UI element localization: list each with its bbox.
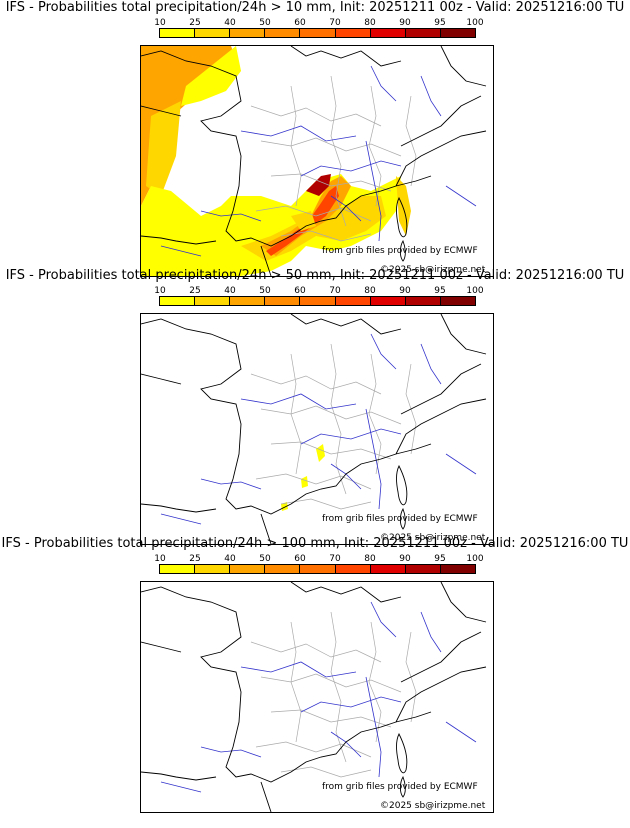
- legend-color-swatch: [265, 565, 301, 573]
- probability-map: [140, 313, 494, 545]
- precip-probability-area: [181, 46, 241, 106]
- map-svg: [141, 582, 487, 812]
- rivers: [160, 601, 477, 793]
- legend-tick-label: 50: [259, 286, 271, 296]
- precip-probability-area: [316, 444, 325, 462]
- panel-title: IFS - Probabilities total precipitation/…: [5, 0, 625, 15]
- legend-color-swatch: [230, 29, 266, 37]
- legend-tick-label: 25: [189, 554, 201, 564]
- map-svg: [141, 46, 487, 276]
- legend-color-swatch: [300, 297, 336, 305]
- legend-color-swatch: [230, 565, 266, 573]
- map-svg: [141, 314, 487, 544]
- precip-probability-area: [266, 186, 339, 256]
- source-credit: from grib files provided by ECMWF: [322, 246, 478, 256]
- coastlines-borders: [141, 314, 487, 544]
- rivers: [160, 333, 477, 525]
- legend-tick-label: 50: [259, 554, 271, 564]
- legend-tick-label: 10: [154, 18, 166, 28]
- legend-color-swatch: [370, 297, 406, 305]
- legend-ticks: 10 25 40 50 60 70 80 90 95 100: [154, 286, 483, 296]
- legend-color-swatch: [370, 565, 406, 573]
- legend-colorbar: [159, 28, 476, 38]
- legend-color-swatch: [195, 565, 231, 573]
- legend-color-swatch: [300, 565, 336, 573]
- legend-color-swatch: [335, 297, 371, 305]
- legend-tick-label: 90: [399, 286, 411, 296]
- legend-tick-label: 60: [294, 554, 306, 564]
- legend-tick-label: 80: [364, 18, 376, 28]
- legend-tick-label: 100: [466, 554, 484, 564]
- legend-color-swatch: [440, 29, 475, 37]
- legend-color-swatch: [230, 297, 266, 305]
- panel-title: IFS - Probabilities total precipitation/…: [5, 268, 625, 283]
- source-credit: from grib files provided by ECMWF: [322, 782, 478, 792]
- legend-color-swatch: [440, 297, 475, 305]
- legend-color-swatch: [160, 565, 196, 573]
- precip-probability-area: [281, 502, 288, 511]
- legend-color-swatch: [195, 29, 231, 37]
- legend-tick-label: 95: [434, 286, 446, 296]
- coastlines-borders: [141, 582, 487, 812]
- probability-map: [140, 581, 494, 813]
- legend-tick-label: 95: [434, 18, 446, 28]
- precipitation-layer: [281, 444, 325, 511]
- legend-color-swatch: [195, 297, 231, 305]
- source-credit: from grib files provided by ECMWF: [322, 514, 478, 524]
- precip-probability-area: [291, 211, 316, 231]
- copyright-credit: ©2025 sb@irizpme.net: [380, 801, 486, 811]
- legend-tick-label: 10: [154, 554, 166, 564]
- precip-probability-area: [306, 174, 331, 196]
- legend-colorbar: [159, 564, 476, 574]
- legend-color-swatch: [405, 29, 441, 37]
- legend-color-swatch: [300, 29, 336, 37]
- legend-tick-label: 90: [399, 554, 411, 564]
- legend-tick-label: 40: [224, 18, 236, 28]
- legend-color-swatch: [405, 297, 441, 305]
- copyright-credit: ©2025 sb@irizpme.net: [380, 265, 486, 275]
- legend-tick-label: 80: [364, 286, 376, 296]
- legend-tick-label: 100: [466, 18, 484, 28]
- forecast-panel-2: IFS - Probabilities total precipitation/…: [0, 268, 630, 545]
- copyright-credit: ©2025 sb@irizpme.net: [380, 533, 486, 543]
- precip-probability-area: [146, 101, 181, 196]
- legend-tick-label: 95: [434, 554, 446, 564]
- legend-color-swatch: [405, 565, 441, 573]
- legend-tick-label: 60: [294, 18, 306, 28]
- legend-tick-label: 10: [154, 286, 166, 296]
- legend-tick-label: 70: [329, 554, 341, 564]
- forecast-panel-3: IFS - Probabilities total precipitation/…: [0, 536, 630, 813]
- legend-tick-label: 80: [364, 554, 376, 564]
- precip-probability-area: [396, 176, 411, 236]
- legend-tick-label: 25: [189, 286, 201, 296]
- region-borders: [250, 343, 417, 510]
- legend-tick-label: 40: [224, 286, 236, 296]
- legend-tick-label: 90: [399, 18, 411, 28]
- precip-probability-area: [141, 46, 241, 206]
- legend-colorbar: [159, 296, 476, 306]
- legend-tick-label: 40: [224, 554, 236, 564]
- legend-color-swatch: [335, 565, 371, 573]
- legend-ticks: 10 25 40 50 60 70 80 90 95 100: [154, 554, 483, 564]
- legend-color-swatch: [265, 29, 301, 37]
- precip-probability-area: [301, 476, 308, 488]
- legend-color-swatch: [335, 29, 371, 37]
- legend-color-swatch: [440, 565, 475, 573]
- coastlines-borders: [141, 46, 487, 276]
- legend-color-swatch: [160, 297, 196, 305]
- legend-tick-label: 70: [329, 18, 341, 28]
- legend-tick-label: 25: [189, 18, 201, 28]
- legend-color-swatch: [160, 29, 196, 37]
- legend-color-swatch: [370, 29, 406, 37]
- legend-tick-label: 50: [259, 18, 271, 28]
- legend-color-swatch: [265, 297, 301, 305]
- forecast-panel-1: IFS - Probabilities total precipitation/…: [0, 0, 630, 277]
- legend-ticks: 10 25 40 50 60 70 80 90 95 100: [154, 18, 483, 28]
- probability-map: [140, 45, 494, 277]
- legend-tick-label: 60: [294, 286, 306, 296]
- panel-title: IFS - Probabilities total precipitation/…: [1, 536, 629, 551]
- legend-tick-label: 100: [466, 286, 484, 296]
- region-borders: [250, 611, 417, 778]
- legend-tick-label: 70: [329, 286, 341, 296]
